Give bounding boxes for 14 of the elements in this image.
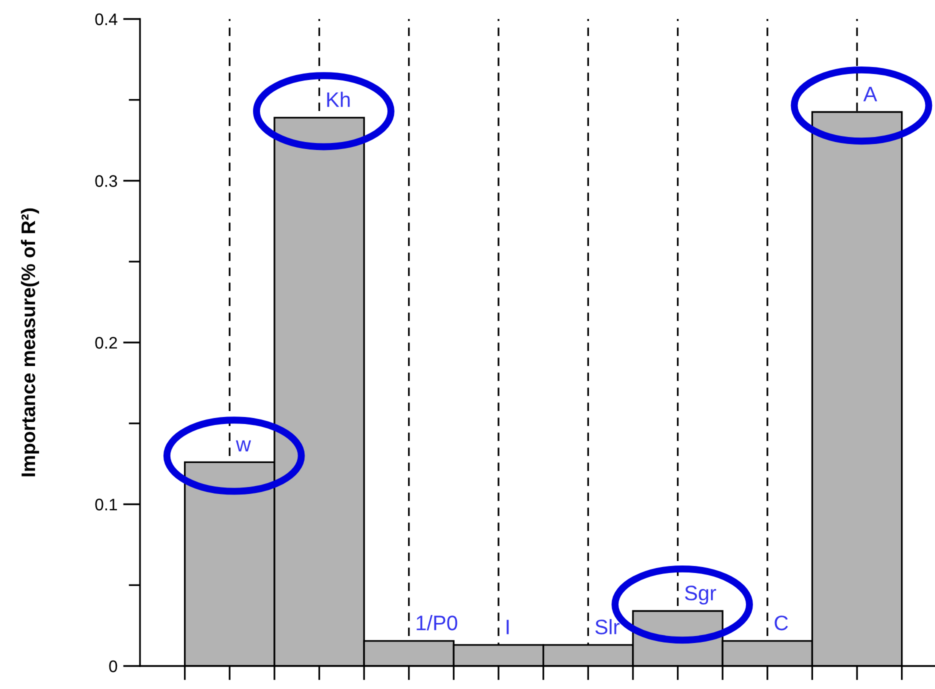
x-tick-label: w	[236, 440, 251, 452]
x-tick-label: A	[863, 86, 878, 102]
y-axis-title: Importance measure(% of R²)	[20, 208, 40, 476]
y-tick-label: 0.3	[95, 175, 118, 187]
y-tick-label: 0	[109, 660, 118, 672]
x-tick-label: Kh	[327, 92, 350, 107]
y-tick-label: 0.4	[95, 13, 118, 26]
x-tick-label: I	[506, 620, 509, 634]
x-tick-label: Slr	[595, 619, 620, 634]
x-tick-label: 1/P0	[416, 615, 458, 630]
x-tick-label: C	[774, 616, 788, 630]
x-tick-label: Sgr	[684, 586, 716, 605]
y-tick-label: 0.2	[95, 336, 117, 349]
y-tick-label: 0.1	[95, 498, 117, 510]
